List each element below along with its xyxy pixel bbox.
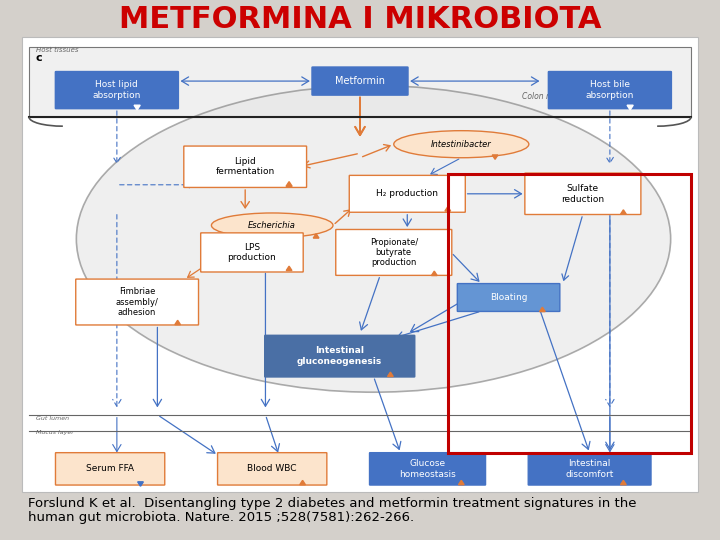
Text: Sulfate
reduction: Sulfate reduction — [562, 184, 604, 204]
Text: Propionate/
butyrate
production: Propionate/ butyrate production — [369, 238, 418, 267]
Ellipse shape — [76, 85, 670, 392]
Polygon shape — [431, 271, 437, 275]
FancyBboxPatch shape — [349, 176, 465, 212]
Text: METFORMINA I MIKROBIOTA: METFORMINA I MIKROBIOTA — [119, 5, 601, 35]
Text: Serum FFA: Serum FFA — [86, 464, 134, 474]
Text: Gut lumen: Gut lumen — [36, 416, 69, 421]
Ellipse shape — [212, 213, 333, 238]
FancyBboxPatch shape — [528, 453, 651, 485]
Text: Colon microbiota: Colon microbiota — [522, 92, 587, 101]
Polygon shape — [459, 481, 464, 485]
Text: Fimbriae
assembly/
adhesion: Fimbriae assembly/ adhesion — [116, 287, 158, 317]
Polygon shape — [286, 181, 292, 186]
FancyBboxPatch shape — [336, 230, 451, 275]
Text: Forslund K et al.  Disentangling type 2 diabetes and metformin treatment signatu: Forslund K et al. Disentangling type 2 d… — [28, 497, 636, 510]
Text: Host bile
absorption: Host bile absorption — [585, 80, 634, 100]
Text: Intestinal
discomfort: Intestinal discomfort — [565, 459, 614, 478]
FancyBboxPatch shape — [312, 67, 408, 95]
Ellipse shape — [394, 131, 528, 158]
Text: Metformin: Metformin — [335, 76, 385, 86]
Polygon shape — [621, 481, 626, 485]
Polygon shape — [445, 207, 451, 211]
Polygon shape — [300, 481, 305, 485]
FancyBboxPatch shape — [457, 284, 560, 312]
Text: Glucose
homeostasis: Glucose homeostasis — [399, 459, 456, 478]
Text: LPS
production: LPS production — [228, 242, 276, 262]
FancyBboxPatch shape — [369, 453, 485, 485]
FancyBboxPatch shape — [265, 335, 415, 377]
FancyBboxPatch shape — [525, 173, 641, 214]
Polygon shape — [134, 105, 140, 110]
FancyBboxPatch shape — [217, 453, 327, 485]
FancyBboxPatch shape — [55, 453, 165, 485]
Text: Host lipid
absorption: Host lipid absorption — [93, 80, 141, 100]
Polygon shape — [539, 307, 545, 312]
Polygon shape — [627, 105, 633, 110]
FancyBboxPatch shape — [29, 48, 691, 117]
Text: Lipid
fermentation: Lipid fermentation — [215, 157, 275, 177]
Text: Intestinibacter: Intestinibacter — [431, 140, 492, 149]
Text: Blood WBC: Blood WBC — [248, 464, 297, 474]
FancyBboxPatch shape — [55, 72, 179, 109]
FancyBboxPatch shape — [184, 146, 307, 187]
Polygon shape — [621, 210, 626, 214]
Polygon shape — [138, 482, 143, 486]
FancyBboxPatch shape — [76, 279, 199, 325]
Polygon shape — [387, 372, 393, 376]
Polygon shape — [313, 234, 319, 238]
Text: Bloating: Bloating — [490, 293, 527, 302]
Text: human gut microbiota. Nature. 2015 ;528(7581):262-266.: human gut microbiota. Nature. 2015 ;528(… — [28, 511, 414, 524]
Polygon shape — [492, 155, 498, 159]
Text: Mucus layer: Mucus layer — [36, 430, 73, 435]
FancyBboxPatch shape — [201, 233, 303, 272]
Polygon shape — [175, 320, 181, 325]
FancyBboxPatch shape — [549, 72, 671, 109]
Text: Host tissues: Host tissues — [36, 47, 78, 53]
FancyBboxPatch shape — [22, 37, 698, 492]
Polygon shape — [287, 266, 292, 271]
Text: c: c — [36, 53, 42, 63]
Text: Intestinal
gluconeogenesis: Intestinal gluconeogenesis — [297, 347, 382, 366]
Text: Escherichia: Escherichia — [248, 221, 296, 230]
Text: H₂ production: H₂ production — [377, 190, 438, 198]
